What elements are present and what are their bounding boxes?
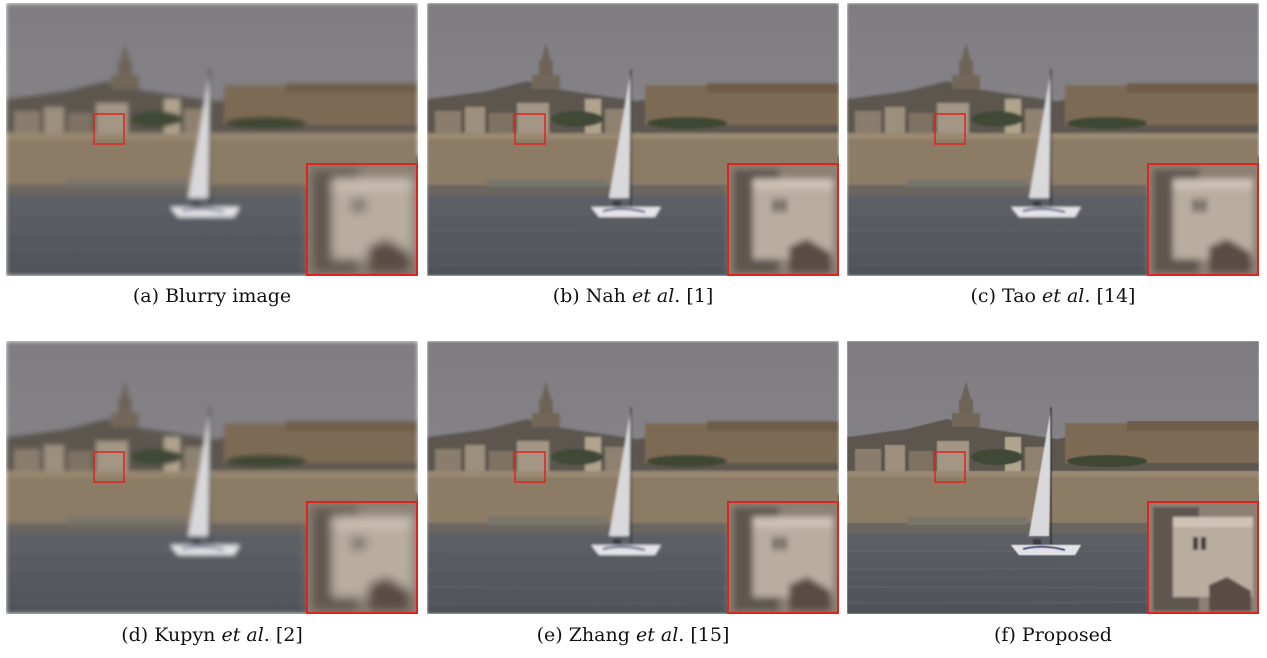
zoom-inset (306, 163, 418, 276)
zoom-inset (727, 501, 839, 614)
zoom-inset (727, 163, 839, 276)
panel-d-image (6, 341, 418, 614)
panel-c-image (847, 3, 1259, 276)
harbour-scene (847, 3, 1259, 276)
caption-f: (f) Proposed (994, 624, 1112, 646)
panel-b-image (427, 3, 839, 276)
zoom-inset (1147, 163, 1259, 276)
caption-b: (b) Nah et al. [1] (552, 285, 714, 307)
roi-box (934, 113, 966, 145)
roi-box (514, 451, 546, 483)
roi-box (93, 113, 125, 145)
roi-box (514, 113, 546, 145)
panel-a-image (6, 3, 418, 276)
panel-f-image (847, 341, 1259, 614)
caption-e: (e) Zhang et al. [15] (536, 624, 730, 646)
zoom-inset (1147, 501, 1259, 614)
caption-d: (d) Kupyn et al. [2] (121, 624, 303, 646)
caption-c: (c) Tao et al. [14] (970, 285, 1136, 307)
caption-a: (a) Blurry image (132, 285, 292, 307)
roi-box (93, 451, 125, 483)
roi-box (934, 451, 966, 483)
panel-e-image (427, 341, 839, 614)
harbour-scene (6, 3, 418, 276)
zoom-inset (306, 501, 418, 614)
